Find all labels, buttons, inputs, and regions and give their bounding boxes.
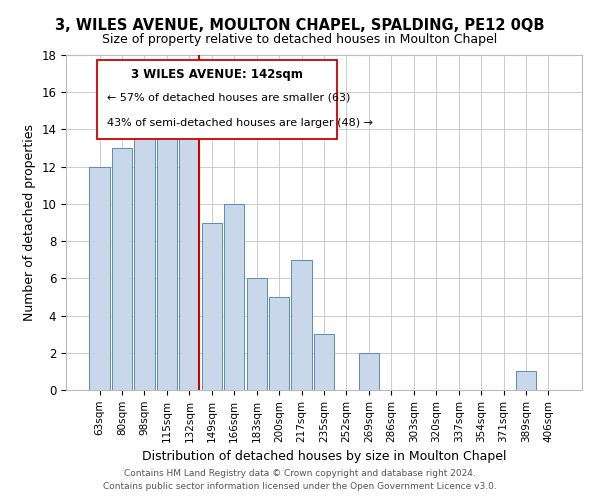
Y-axis label: Number of detached properties: Number of detached properties — [23, 124, 36, 321]
Text: Size of property relative to detached houses in Moulton Chapel: Size of property relative to detached ho… — [103, 32, 497, 46]
Bar — [359, 353, 379, 390]
Bar — [112, 148, 132, 390]
X-axis label: Distribution of detached houses by size in Moulton Chapel: Distribution of detached houses by size … — [142, 450, 506, 463]
FancyBboxPatch shape — [97, 60, 337, 138]
Bar — [292, 260, 311, 390]
Bar — [269, 297, 289, 390]
Bar — [247, 278, 267, 390]
Text: 3 WILES AVENUE: 142sqm: 3 WILES AVENUE: 142sqm — [131, 68, 303, 80]
Bar — [516, 372, 536, 390]
Bar — [224, 204, 244, 390]
Text: Contains HM Land Registry data © Crown copyright and database right 2024.: Contains HM Land Registry data © Crown c… — [124, 468, 476, 477]
Bar — [202, 222, 222, 390]
Bar — [314, 334, 334, 390]
Text: Contains public sector information licensed under the Open Government Licence v3: Contains public sector information licen… — [103, 482, 497, 491]
Bar — [134, 111, 155, 390]
Bar — [179, 130, 199, 390]
Bar — [89, 166, 110, 390]
Text: 3, WILES AVENUE, MOULTON CHAPEL, SPALDING, PE12 0QB: 3, WILES AVENUE, MOULTON CHAPEL, SPALDIN… — [55, 18, 545, 32]
Bar — [157, 111, 177, 390]
Text: ← 57% of detached houses are smaller (63): ← 57% of detached houses are smaller (63… — [107, 93, 350, 103]
Text: 43% of semi-detached houses are larger (48) →: 43% of semi-detached houses are larger (… — [107, 118, 373, 128]
